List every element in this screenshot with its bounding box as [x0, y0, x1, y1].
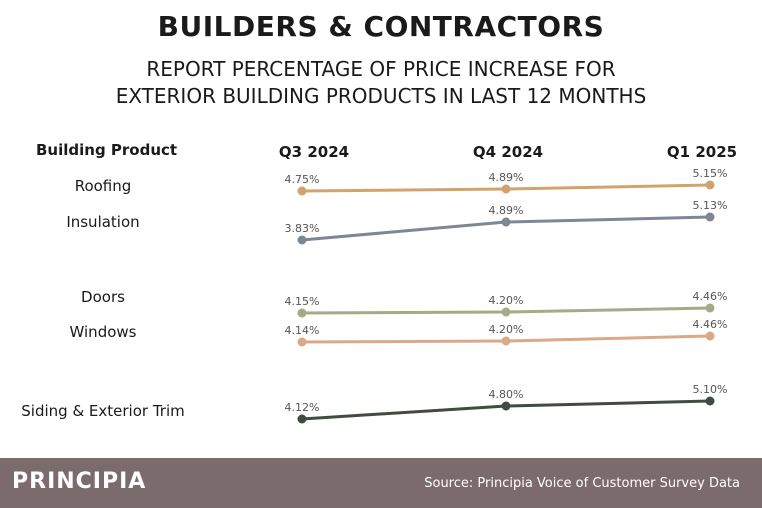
row-label-doors: Doors [81, 288, 125, 306]
row-label-roofing: Roofing [75, 177, 132, 195]
footer-bar: PRINCIPIA Source: Principia Voice of Cus… [0, 458, 762, 508]
data-label-windows-1: 4.14% [285, 324, 320, 337]
row-label-windows: Windows [70, 323, 137, 341]
data-point-windows-2 [501, 336, 511, 346]
column-header-q3-2024: Q3 2024 [279, 143, 349, 161]
brand-logo: PRINCIPIA [12, 469, 147, 494]
data-point-siding-exterior-trim-1 [297, 414, 307, 424]
data-label-roofing-3: 5.15% [693, 167, 728, 180]
data-label-doors-2: 4.20% [489, 294, 524, 307]
data-point-doors-1 [297, 308, 307, 318]
line-chart: Q3 2024 Q4 2024 Q1 2025 Roofing 4.75% 4.89% 5.… [21, 143, 737, 424]
product-column-header: Building Product [36, 141, 178, 159]
data-point-roofing-2 [501, 184, 511, 194]
subtitle-line-1: REPORT PERCENTAGE OF PRICE INCREASE FOR [146, 57, 616, 81]
column-header-q4-2024: Q4 2024 [473, 143, 543, 161]
data-point-doors-3 [705, 303, 715, 313]
data-point-roofing-1 [297, 186, 307, 196]
data-label-roofing-1: 4.75% [285, 173, 320, 186]
subtitle-line-2: EXTERIOR BUILDING PRODUCTS IN LAST 12 MO… [115, 84, 647, 108]
data-point-insulation-2 [501, 217, 511, 227]
data-point-siding-exterior-trim-3 [705, 396, 715, 406]
data-label-doors-3: 4.46% [693, 290, 728, 303]
data-label-siding-exterior-trim-2: 4.80% [489, 388, 524, 401]
data-label-siding-exterior-trim-3: 5.10% [693, 383, 728, 396]
data-label-roofing-2: 4.89% [489, 171, 524, 184]
row-label-siding-exterior-trim: Siding & Exterior Trim [21, 402, 184, 420]
data-point-windows-1 [297, 337, 307, 347]
data-point-insulation-3 [705, 212, 715, 222]
data-point-windows-3 [705, 331, 715, 341]
row-label-insulation: Insulation [66, 213, 139, 231]
chart-subtitle: REPORT PERCENTAGE OF PRICE INCREASE FOR … [0, 56, 762, 110]
column-header-q1-2025: Q1 2025 [667, 143, 737, 161]
source-note: Source: Principia Voice of Customer Surv… [424, 476, 740, 491]
data-label-insulation-1: 3.83% [285, 222, 320, 235]
data-label-siding-exterior-trim-1: 4.12% [285, 401, 320, 414]
data-point-roofing-3 [705, 180, 715, 190]
data-label-doors-1: 4.15% [285, 295, 320, 308]
data-label-windows-2: 4.20% [489, 323, 524, 336]
data-label-windows-3: 4.46% [693, 318, 728, 331]
data-point-insulation-1 [297, 235, 307, 245]
data-label-insulation-3: 5.13% [693, 199, 728, 212]
data-label-insulation-2: 4.89% [489, 204, 524, 217]
chart-title: BUILDERS & CONTRACTORS [157, 10, 605, 43]
data-point-siding-exterior-trim-2 [501, 401, 511, 411]
data-point-doors-2 [501, 307, 511, 317]
